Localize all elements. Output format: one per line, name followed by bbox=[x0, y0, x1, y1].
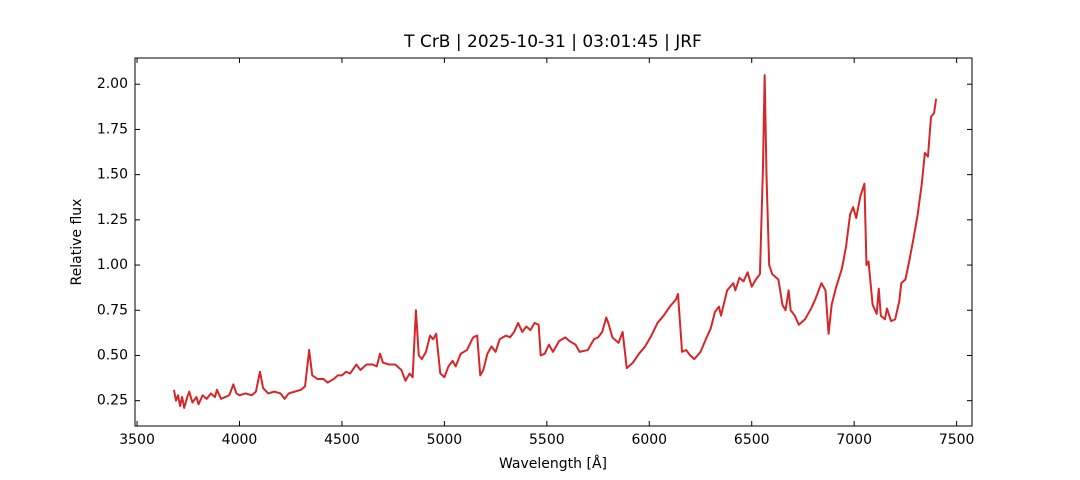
x-axis-label: Wavelength [Å] bbox=[499, 455, 607, 472]
spectrum-line bbox=[172, 74, 938, 409]
y-tick-label: 0.75 bbox=[97, 302, 128, 318]
y-tick-label: 1.50 bbox=[97, 167, 128, 183]
y-tick-label: 1.00 bbox=[97, 257, 128, 273]
y-tick-label: 2.00 bbox=[97, 76, 128, 92]
x-tick-label: 5500 bbox=[529, 432, 565, 448]
x-tick-label: 7500 bbox=[939, 432, 975, 448]
x-tick-label: 3500 bbox=[119, 432, 155, 448]
chart-title: T CrB | 2025-10-31 | 03:01:45 | JRF bbox=[403, 32, 702, 52]
y-tick-label: 1.75 bbox=[97, 121, 128, 137]
x-tick-label: 6500 bbox=[734, 432, 770, 448]
x-tick-label: 5000 bbox=[427, 432, 463, 448]
y-tick-label: 0.50 bbox=[97, 347, 128, 363]
y-axis-label: Relative flux bbox=[69, 199, 85, 286]
y-tick-label: 0.25 bbox=[97, 393, 128, 409]
x-tick-label: 4500 bbox=[324, 432, 360, 448]
x-tick-label: 6000 bbox=[631, 432, 667, 448]
x-tick-label: 7000 bbox=[836, 432, 872, 448]
plot-frame bbox=[134, 57, 973, 427]
y-tick-label: 1.25 bbox=[97, 212, 128, 228]
x-tick-label: 4000 bbox=[222, 432, 258, 448]
